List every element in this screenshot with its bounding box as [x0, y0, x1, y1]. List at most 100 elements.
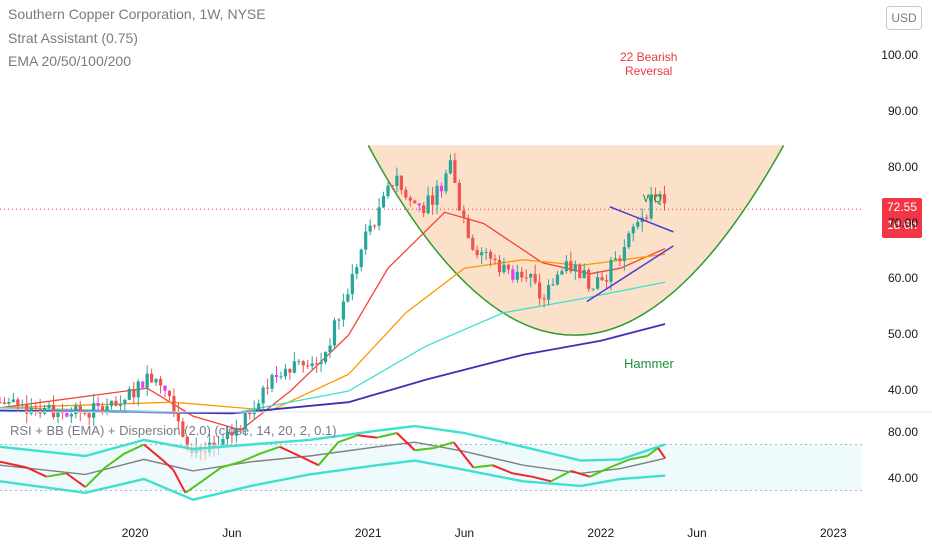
candle: [265, 378, 270, 395]
candle-body: [265, 387, 270, 389]
candle: [462, 205, 466, 224]
candle: [555, 270, 560, 286]
candle-body: [87, 413, 91, 418]
annotation-bearish-reversal: 22 Bearish Reversal: [620, 50, 678, 78]
candle: [484, 248, 488, 260]
ema-line-ema-200: [0, 323, 666, 415]
candle-body: [569, 261, 573, 272]
candle-body: [520, 271, 524, 278]
candle-body: [613, 258, 618, 260]
candle-body: [234, 428, 238, 436]
candle-body: [622, 247, 626, 262]
candle: [591, 288, 595, 292]
candle: [239, 424, 243, 434]
candle: [422, 202, 426, 218]
candle-body: [359, 249, 363, 268]
currency-button[interactable]: USD: [886, 6, 922, 30]
candle-body: [453, 160, 457, 183]
candle-body: [582, 269, 586, 279]
candle: [297, 359, 301, 366]
rsi-indicator-label[interactable]: RSI + BB (EMA) + Dispersion (2.0) (close…: [10, 423, 337, 438]
candle: [176, 403, 180, 429]
candle: [502, 257, 506, 275]
candle-body: [257, 403, 261, 411]
candle: [252, 400, 256, 420]
candle-body: [29, 407, 33, 414]
rsi-line-segment: [414, 446, 435, 452]
candle-body: [662, 194, 667, 204]
rsi-line-segment: [550, 470, 572, 483]
indicator-label-ema[interactable]: EMA 20/50/100/200: [8, 53, 131, 69]
candle: [181, 417, 185, 438]
rsi-line-segment: [609, 458, 630, 469]
candle: [542, 294, 546, 308]
candle: [38, 398, 42, 419]
candle: [292, 352, 296, 374]
candle-body: [114, 400, 118, 406]
triangle-upper-line: [609, 206, 674, 233]
candle: [444, 169, 448, 195]
price-pane[interactable]: [0, 144, 862, 461]
candle: [658, 191, 662, 206]
candle: [11, 392, 15, 403]
rsi-line-segment: [184, 480, 203, 494]
rsi-line-segment: [0, 460, 27, 469]
candle-body: [38, 408, 42, 414]
candle-body: [141, 381, 145, 388]
candle-body: [288, 368, 292, 373]
rsi-line-segment: [531, 475, 552, 483]
candle-body: [484, 251, 488, 253]
candle-body: [261, 387, 265, 404]
candle: [497, 254, 502, 277]
rsi-bb-lower: [0, 459, 666, 501]
candle-body: [506, 264, 511, 270]
candle-body: [444, 173, 448, 192]
candle-body: [645, 217, 649, 219]
candle-body: [439, 185, 444, 192]
candle-body: [422, 205, 426, 214]
candle: [34, 402, 38, 416]
candle-body: [560, 271, 564, 275]
rsi-line-segment: [259, 445, 281, 455]
candle: [613, 251, 618, 261]
candle: [230, 424, 234, 444]
candle: [453, 153, 457, 183]
time-axis-label: 2022: [587, 526, 615, 540]
candle-body: [328, 345, 332, 353]
candle-body: [578, 264, 582, 279]
candle-body: [649, 194, 653, 219]
candle: [596, 271, 600, 290]
candle: [20, 399, 24, 407]
candle-body: [34, 407, 38, 409]
candle: [386, 182, 390, 199]
candle: [127, 386, 131, 401]
candle: [636, 218, 640, 230]
candle-body: [546, 285, 551, 300]
rsi-line-segment: [123, 443, 145, 455]
candle: [653, 187, 658, 203]
candle-body: [381, 196, 386, 208]
candle: [471, 234, 475, 252]
candle-body: [413, 200, 417, 204]
candle-body: [341, 301, 345, 320]
candle: [560, 268, 564, 275]
candle-body: [551, 284, 555, 286]
candle-body: [564, 261, 568, 272]
indicator-label-strat[interactable]: Strat Assistant (0.75): [8, 30, 138, 46]
candle: [74, 402, 78, 419]
rsi-pane[interactable]: [0, 424, 862, 501]
candle-body: [123, 399, 127, 405]
candle-body: [355, 267, 359, 274]
price-axis-label: 100.00: [881, 48, 918, 62]
candle-body: [239, 428, 243, 430]
annotation-wq: WQ: [643, 193, 662, 205]
candle: [359, 248, 363, 272]
candle-body: [163, 385, 167, 391]
candle: [109, 400, 114, 410]
candle: [257, 399, 261, 413]
candle: [493, 254, 497, 265]
candle-body: [448, 160, 453, 174]
candle-body: [627, 233, 631, 248]
rsi-line-segment: [646, 447, 659, 457]
